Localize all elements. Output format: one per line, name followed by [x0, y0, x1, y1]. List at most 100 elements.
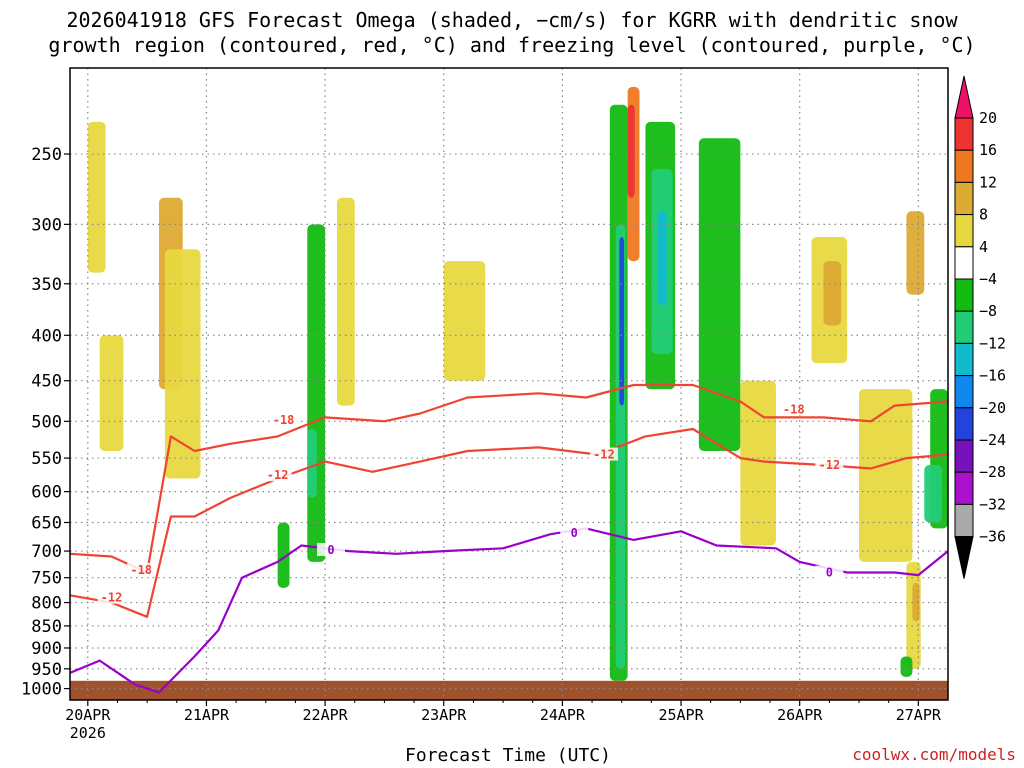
ground-fill — [70, 680, 948, 700]
colorbar-label: −28 — [979, 463, 1006, 481]
contour-label-bg-0-2 — [779, 402, 808, 416]
colorbar-cap-top — [954, 75, 974, 119]
contour-label-bg-1-3 — [815, 458, 844, 472]
y-tick-label: 300 — [31, 215, 62, 235]
colorbar-label: −16 — [979, 367, 1006, 385]
y-tick-label: 1000 — [21, 680, 62, 700]
colorbar-label: −8 — [979, 302, 997, 320]
colorbar-swatch-6 — [954, 278, 974, 312]
contour-label--18: -18 — [273, 413, 295, 427]
omega-region-13 — [627, 104, 635, 198]
contour-dendritic--12-1 — [69, 427, 949, 618]
colorbar-cap-bottom — [954, 536, 974, 579]
contour-layer: -18 -18 -18 -12 -12 -12 -12 0 0 0 — [69, 383, 949, 694]
x-tick-label: 20APR — [65, 706, 111, 724]
colorbar: 20 16 12 8 4 −4 −8 −12 −16 −20 −24 −28 −32 −36 — [954, 75, 1006, 579]
contour-label-bg-2-2 — [815, 565, 844, 579]
y-tick-label: 700 — [31, 542, 62, 562]
x-tick-label: 23APR — [421, 706, 467, 724]
colorbar-swatch-11 — [954, 439, 974, 473]
colorbar-swatch-12 — [954, 471, 974, 505]
omega-region-4 — [277, 522, 290, 588]
y-tick-label: 800 — [31, 594, 62, 614]
chart-title-line-1: 2026041918 GFS Forecast Omega (shaded, −… — [66, 8, 958, 32]
contour-label-0: 0 — [826, 565, 833, 579]
colorbar-label: 4 — [979, 238, 988, 256]
colorbar-label: −12 — [979, 334, 1006, 352]
omega-region-20 — [823, 261, 842, 326]
ground-layer — [70, 680, 948, 700]
colorbar-swatch-9 — [954, 375, 974, 409]
x-tick-label: 21APR — [184, 706, 230, 724]
y-tick-label: 900 — [31, 639, 62, 659]
colorbar-label: −32 — [979, 495, 1006, 513]
omega-region-27 — [924, 465, 943, 523]
contour-label--12: -12 — [593, 448, 615, 462]
contour-label-bg-2-1 — [560, 526, 589, 540]
omega-region-8 — [443, 261, 486, 381]
omega-region-22 — [906, 211, 925, 295]
contour-label-bg-2-0 — [317, 542, 346, 556]
omega-region-5 — [307, 224, 326, 562]
omega-region-0 — [87, 121, 106, 273]
y-tick-label: 550 — [31, 449, 62, 469]
contour-label-bg-0-0 — [127, 562, 156, 576]
contour-label--12: -12 — [819, 458, 841, 472]
colorbar-swatch-3 — [954, 181, 974, 216]
omega-shading-layer — [87, 86, 948, 681]
colorbar-swatch-10 — [954, 407, 974, 441]
contour-dendritic--18-0 — [69, 383, 949, 574]
plot-frame — [69, 67, 949, 701]
y-tick-label: 450 — [31, 372, 62, 392]
colorbar-swatch-1 — [954, 117, 974, 151]
colorbar-swatch-5 — [954, 246, 974, 280]
colorbar-swatch-8 — [954, 342, 974, 377]
y-tick-label: 250 — [31, 145, 62, 165]
x-tick-label: 26APR — [777, 706, 823, 724]
contour-label--12: -12 — [101, 591, 123, 605]
contour-label-0: 0 — [327, 543, 334, 557]
colorbar-label: 8 — [979, 206, 988, 224]
colorbar-swatch-4 — [954, 214, 974, 248]
omega-region-7 — [336, 197, 355, 406]
y-tick-label: 400 — [31, 326, 62, 346]
chart-title-line-2: growth region (contoured, red, °C) and f… — [48, 33, 976, 57]
colorbar-label: −24 — [979, 431, 1006, 449]
contour-label--18: -18 — [783, 403, 805, 417]
colorbar-label: 12 — [979, 173, 997, 191]
omega-region-1 — [99, 335, 124, 451]
contour-label-bg-1-2 — [589, 447, 618, 461]
omega-region-26 — [900, 656, 913, 677]
x-tick-sublabel: 2026 — [70, 724, 106, 742]
omega-region-24 — [912, 582, 920, 622]
contour-label-bg-1-0 — [97, 590, 126, 604]
site-watermark[interactable]: coolwx.com/models — [852, 745, 1016, 764]
colorbar-label: 20 — [979, 109, 997, 127]
x-tick-label: 22APR — [303, 706, 349, 724]
y-tick-label: 650 — [31, 513, 62, 533]
contour-label-bg-1-1 — [263, 468, 292, 482]
y-tick-label: 350 — [31, 275, 62, 295]
omega-region-6 — [307, 428, 317, 499]
y-axis: 2503003504004505005506006507007508008509… — [21, 145, 70, 700]
x-tick-label: 27APR — [896, 706, 942, 724]
omega-region-21 — [859, 389, 913, 562]
colorbar-swatch-2 — [954, 149, 974, 183]
omega-region-18 — [740, 380, 776, 546]
x-tick-label: 25APR — [658, 706, 704, 724]
y-tick-label: 500 — [31, 412, 62, 432]
grid-layer — [70, 68, 948, 700]
omega-region-17 — [698, 138, 741, 451]
x-tick-label: 24APR — [540, 706, 586, 724]
y-tick-label: 950 — [31, 660, 62, 680]
colorbar-label: −20 — [979, 399, 1006, 417]
y-tick-label: 750 — [31, 569, 62, 589]
contour-label--18: -18 — [130, 563, 152, 577]
colorbar-swatch-13 — [954, 503, 974, 538]
y-tick-label: 600 — [31, 483, 62, 503]
omega-region-16 — [657, 211, 667, 306]
contour-label-bg-0-1 — [269, 412, 298, 426]
colorbar-label: 16 — [979, 141, 997, 159]
